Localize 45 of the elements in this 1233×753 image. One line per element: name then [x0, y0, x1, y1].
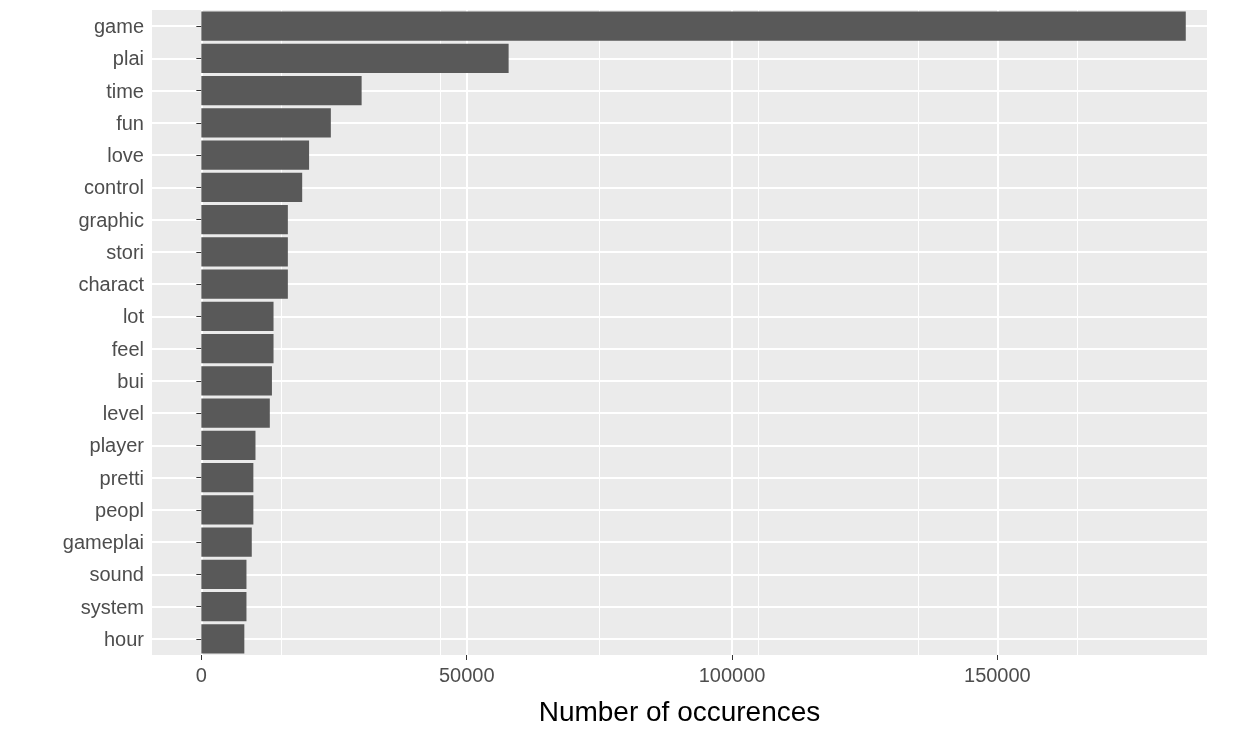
y-tick-label: time [106, 79, 144, 102]
x-tick-label: 100000 [698, 664, 766, 686]
y-tick-label: sound [89, 563, 144, 586]
x-tick-label: 0 [195, 664, 207, 686]
y-tick-label: lot [122, 305, 145, 328]
y-tick-label: plai [112, 47, 144, 70]
bar [201, 205, 288, 235]
bar [201, 592, 247, 622]
y-tick-label: bui [117, 369, 144, 392]
bar [201, 301, 274, 331]
bar [201, 559, 247, 589]
y-tick-label: game [93, 15, 144, 38]
bar [201, 463, 254, 493]
y-tick-label: system [80, 595, 144, 618]
bar [201, 172, 303, 202]
bar [201, 366, 272, 396]
bar [201, 495, 254, 525]
y-tick-label: graphic [78, 208, 144, 231]
y-tick-label: control [83, 176, 144, 199]
x-axis-title: Number of occurences [538, 695, 821, 727]
bar [201, 140, 310, 170]
bar [201, 43, 509, 73]
bar [201, 108, 331, 138]
y-tick-label: charact [78, 273, 145, 296]
bar [201, 11, 1186, 41]
y-tick-label: player [89, 434, 145, 457]
y-tick-label: hour [103, 627, 145, 650]
y-tick-label: love [107, 144, 144, 167]
bar [201, 624, 245, 654]
y-tick-label: level [102, 402, 144, 425]
bar [201, 237, 288, 267]
y-tick-label: peopl [95, 498, 144, 521]
y-tick-label: gameplai [62, 531, 144, 554]
bar [201, 269, 288, 299]
y-tick-label: fun [116, 111, 144, 134]
bar [201, 398, 270, 428]
bar [201, 430, 256, 460]
y-tick-label: feel [111, 337, 144, 360]
bar [201, 527, 252, 557]
bar [201, 334, 274, 364]
x-tick-label: 150000 [964, 664, 1031, 686]
y-tick-label: stori [106, 240, 144, 263]
x-tick-label: 50000 [438, 664, 495, 686]
y-tick-label: pretti [99, 466, 144, 489]
bar [201, 76, 362, 106]
